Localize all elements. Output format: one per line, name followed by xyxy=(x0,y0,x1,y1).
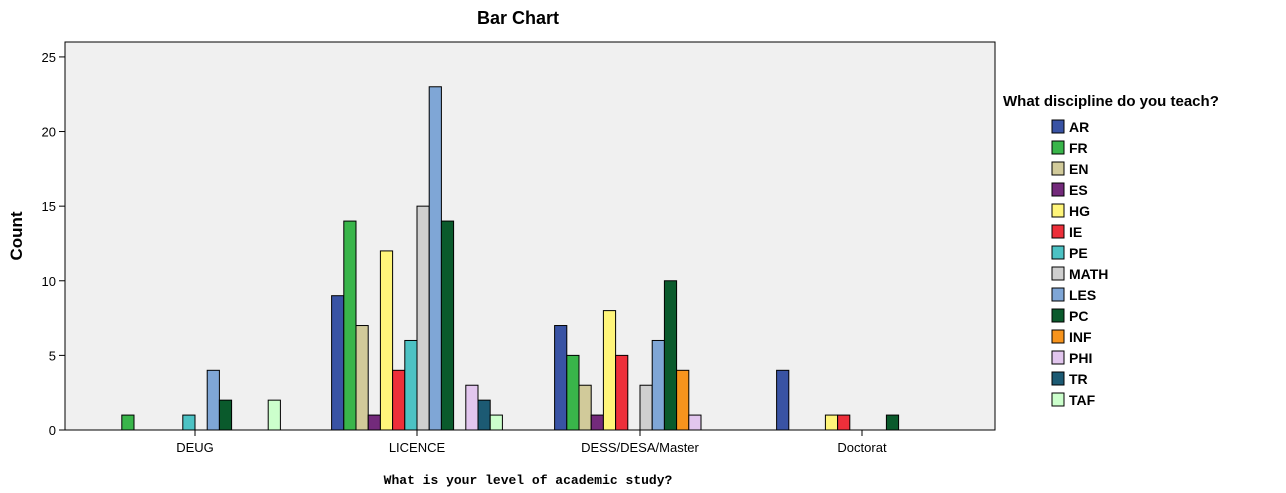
legend-items: AR FR EN ES HG IE PE MATH LES PC INF PHI TR TAF xyxy=(1051,119,1108,408)
bar-fr-deug xyxy=(121,414,135,431)
legend-swatch-pc xyxy=(1051,308,1065,323)
y-tick-label: 20 xyxy=(42,125,56,140)
bar-ar-dess-desa-master xyxy=(554,325,568,431)
bars-layer xyxy=(121,86,900,431)
legend-label-ie: IE xyxy=(1069,224,1082,240)
legend-swatch-inf xyxy=(1051,329,1065,344)
legend-label-es: ES xyxy=(1069,182,1088,198)
legend-swatch-es xyxy=(1051,182,1065,197)
legend-label-pc: PC xyxy=(1069,308,1088,324)
bar-hg-dess-desa-master xyxy=(602,310,617,431)
y-tick-label: 5 xyxy=(49,348,56,363)
legend-label-phi: PHI xyxy=(1069,350,1092,366)
bar-pc-dess-desa-master xyxy=(663,280,678,431)
bar-pc-licence xyxy=(440,220,455,431)
legend-label-math: MATH xyxy=(1069,266,1108,282)
legend-label-les: LES xyxy=(1069,287,1096,303)
legend-swatch-hg xyxy=(1051,203,1065,218)
bar-pc-doctorat xyxy=(885,414,900,431)
legend-swatch-fr xyxy=(1051,140,1065,155)
y-tick-label: 15 xyxy=(42,199,56,214)
y-tick-label: 0 xyxy=(49,423,56,438)
bar-hg-licence xyxy=(379,250,394,431)
bar-pc-deug xyxy=(218,399,233,431)
x-tick-label: LICENCE xyxy=(389,440,446,455)
bar-ar-licence xyxy=(331,295,345,431)
bar-math-dess-desa-master xyxy=(639,384,653,431)
bar-ie-dess-desa-master xyxy=(615,354,629,431)
legend-title: What discipline do you teach? xyxy=(1003,93,1219,110)
legend-label-pe: PE xyxy=(1069,245,1088,261)
bar-taf-deug xyxy=(267,399,281,431)
bar-tr-licence xyxy=(477,399,491,431)
bar-ie-licence xyxy=(392,369,406,431)
bar-pe-licence xyxy=(404,339,418,431)
plot-area xyxy=(64,41,996,431)
bar-es-licence xyxy=(367,414,381,431)
legend-swatch-phi xyxy=(1051,350,1065,365)
legend-label-en: EN xyxy=(1069,161,1088,177)
bar-math-licence xyxy=(416,205,430,431)
legend-swatch-les xyxy=(1051,287,1065,302)
bar-en-licence xyxy=(355,325,369,431)
bar-hg-doctorat xyxy=(824,414,839,431)
bar-pe-deug xyxy=(182,414,196,431)
bar-ie-doctorat xyxy=(837,414,851,431)
bar-phi-licence xyxy=(465,384,479,431)
legend-swatch-pe xyxy=(1051,245,1065,260)
legend-swatch-math xyxy=(1051,266,1065,281)
bar-fr-licence xyxy=(343,220,357,431)
y-axis: 0 5 10 15 20 25 xyxy=(42,50,65,438)
legend-label-taf: TAF xyxy=(1069,392,1096,408)
bar-ar-doctorat xyxy=(776,369,790,431)
bar-es-dess-desa-master xyxy=(590,414,604,431)
bar-en-dess-desa-master xyxy=(578,384,592,431)
x-tick-label: DEUG xyxy=(176,440,214,455)
legend-swatch-ie xyxy=(1051,224,1065,239)
bar-taf-licence xyxy=(489,414,503,431)
legend-swatch-tr xyxy=(1051,371,1065,386)
x-tick-label: Doctorat xyxy=(837,440,887,455)
legend-label-hg: HG xyxy=(1069,203,1090,219)
bar-fr-dess-desa-master xyxy=(566,354,580,431)
bar-les-licence xyxy=(428,86,442,431)
bar-les-dess-desa-master xyxy=(651,339,665,431)
y-tick-label: 25 xyxy=(42,50,56,65)
bar-phi-dess-desa-master xyxy=(688,414,702,431)
bar-inf-dess-desa-master xyxy=(676,369,690,431)
legend-label-fr: FR xyxy=(1069,140,1088,156)
legend: What discipline do you teach? AR FR EN ES HG… xyxy=(1003,93,1219,408)
legend-label-ar: AR xyxy=(1069,119,1089,135)
legend-label-inf: INF xyxy=(1069,329,1092,345)
legend-swatch-taf xyxy=(1051,392,1065,407)
y-axis-label: Count xyxy=(7,211,26,260)
legend-swatch-ar xyxy=(1051,119,1065,134)
chart-title: Bar Chart xyxy=(477,8,559,28)
bar-les-deug xyxy=(206,369,220,431)
legend-label-tr: TR xyxy=(1069,371,1088,387)
x-axis-label: What is your level of academic study? xyxy=(384,473,673,488)
legend-swatch-en xyxy=(1051,161,1065,176)
x-axis: DEUG LICENCE DESS/DESA/Master Doctorat xyxy=(176,430,887,455)
x-tick-label: DESS/DESA/Master xyxy=(581,440,699,455)
y-tick-label: 10 xyxy=(42,274,56,289)
